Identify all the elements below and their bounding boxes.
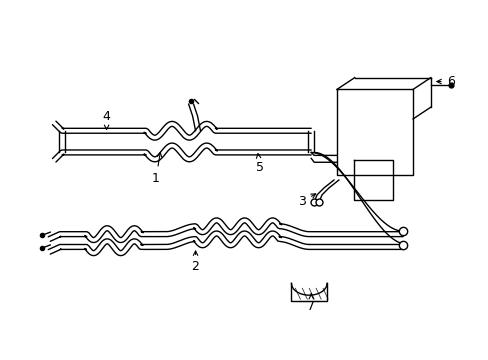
Text: 6: 6 bbox=[436, 75, 454, 88]
Text: 4: 4 bbox=[102, 109, 110, 130]
Text: 3: 3 bbox=[298, 194, 315, 208]
Text: 7: 7 bbox=[306, 294, 315, 312]
Text: 5: 5 bbox=[255, 154, 264, 174]
Text: 2: 2 bbox=[191, 251, 199, 273]
Text: 1: 1 bbox=[152, 153, 162, 185]
